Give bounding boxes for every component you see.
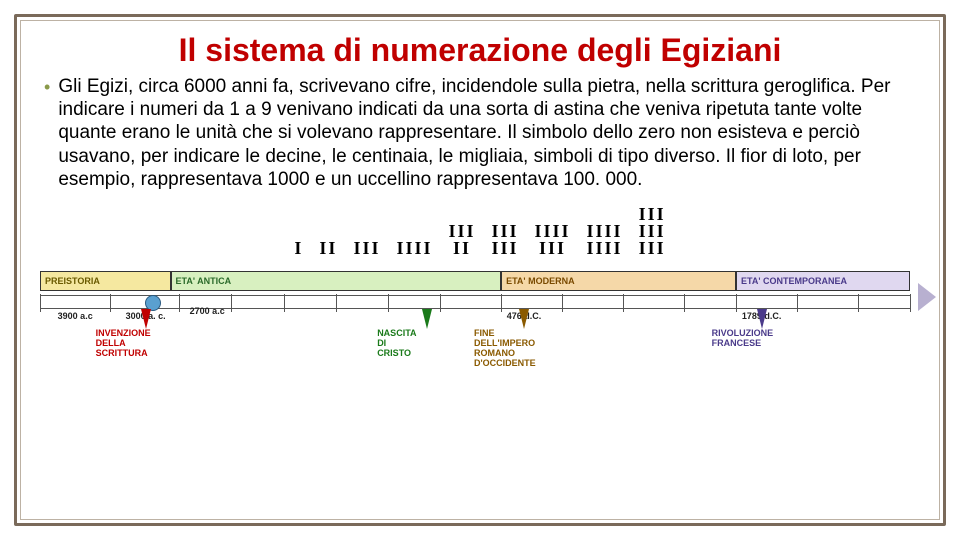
tick [388, 294, 389, 312]
tick [684, 294, 685, 312]
tally-column: IIII [396, 206, 432, 257]
timeline-arrowhead-icon [918, 283, 936, 311]
slide-title: Il sistema di numerazione degli Egiziani [40, 32, 920, 69]
tally-column: IIIIIIII [587, 206, 623, 257]
tally-cell: III [492, 240, 519, 257]
tick [336, 294, 337, 312]
tally-cell: IIII [396, 240, 432, 257]
timeline-axis [40, 295, 910, 309]
era-segment: ETA' CONTEMPORANEA [736, 271, 910, 291]
event-arrow-icon [757, 309, 767, 329]
tally-column: I [294, 206, 303, 257]
tally-cell: I [294, 240, 303, 257]
event-arrow-icon [519, 309, 529, 329]
bullet-row: • Gli Egizi, circa 6000 anni fa, scrivev… [40, 75, 920, 191]
tick [910, 294, 911, 312]
tick [440, 294, 441, 312]
tally-cell: III [539, 240, 566, 257]
tally-cell: II [453, 240, 471, 257]
tick [284, 294, 285, 312]
tally-column: III [353, 206, 380, 257]
era-segment: PREISTORIA [40, 271, 171, 291]
tally-column: IIIIII [492, 206, 519, 257]
bullet-icon: • [44, 75, 50, 99]
tick [179, 294, 180, 312]
tick [562, 294, 563, 312]
tick [501, 294, 502, 312]
tick [736, 294, 737, 312]
event-arrow-icon [141, 309, 151, 329]
era-segment: ETA' MODERNA [501, 271, 736, 291]
tally-cell: II [319, 240, 337, 257]
timeline: PREISTORIAETA' ANTICAETA' MODERNAETA' CO… [40, 271, 920, 391]
event-arrow-icon [422, 309, 432, 329]
tick [231, 294, 232, 312]
tally-column: IIIIIII [535, 206, 571, 257]
slide-content: Il sistema di numerazione degli Egiziani… [30, 30, 930, 510]
date-label: 3900 a.c [58, 311, 93, 321]
tally-column: IIIIIIIII [639, 206, 666, 257]
tally-column: IIIII [448, 206, 475, 257]
tick [623, 294, 624, 312]
tick [110, 294, 111, 312]
tick [797, 294, 798, 312]
date-label: 2700 a.c [190, 306, 225, 316]
body-paragraph: Gli Egizi, circa 6000 anni fa, scrivevan… [58, 75, 916, 191]
event-label: FINEDELL'IMPEROROMANOD'OCCIDENTE [474, 329, 574, 369]
event-label: RIVOLUZIONEFRANCESE [712, 329, 812, 349]
era-row: PREISTORIAETA' ANTICAETA' MODERNAETA' CO… [40, 271, 910, 291]
tally-column: II [319, 206, 337, 257]
tally-figure: I II III IIII IIIII IIIIII IIIIIII IIIII… [200, 201, 760, 263]
tick [40, 294, 41, 312]
tally-cell: IIII [587, 240, 623, 257]
tally-cell: III [639, 240, 666, 257]
event-label: NASCITADICRISTO [377, 329, 477, 359]
era-segment: ETA' ANTICA [171, 271, 502, 291]
tally-cell: III [353, 240, 380, 257]
event-label: INVENZIONEDELLASCRITTURA [96, 329, 196, 359]
tick [858, 294, 859, 312]
